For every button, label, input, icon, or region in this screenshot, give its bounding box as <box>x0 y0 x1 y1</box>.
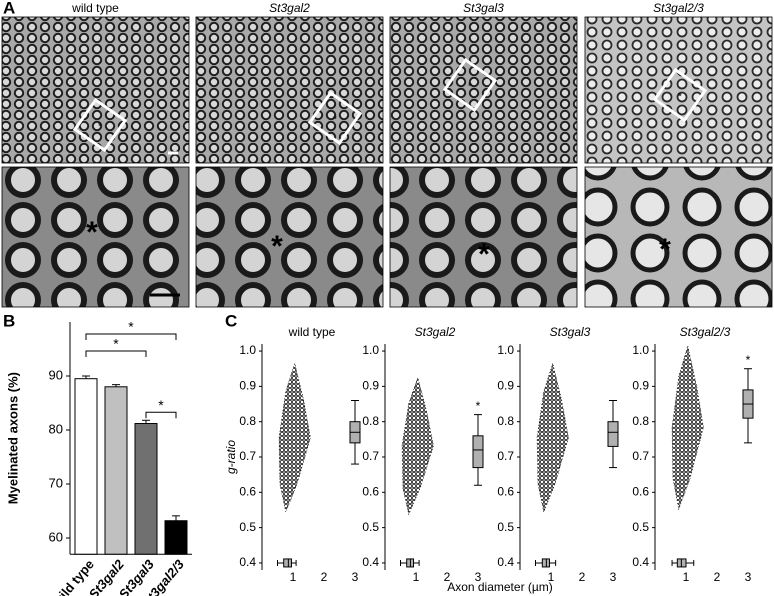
significance-label: * <box>746 353 751 367</box>
y-tick-label: 0.4 <box>497 555 514 569</box>
micrograph <box>389 16 578 164</box>
y-tick-label: 0.4 <box>362 555 379 569</box>
box <box>472 435 484 469</box>
x-tick-label: 3 <box>475 570 482 584</box>
y-tick-label: 1.0 <box>239 343 256 357</box>
y-axis-label: g-ratio <box>224 440 238 474</box>
column-title: St3gal2/3 <box>653 1 704 15</box>
significance-label: * <box>476 399 481 413</box>
y-tick-label: 0.8 <box>239 414 256 428</box>
y-tick-label: 0.7 <box>362 449 379 463</box>
y-tick-label: 0.9 <box>497 379 514 393</box>
y-tick-label: 0.9 <box>362 379 379 393</box>
y-tick-label: 0.6 <box>632 484 649 498</box>
y-tick-label: 0.8 <box>362 414 379 428</box>
y-tick-label: 1.0 <box>497 343 514 357</box>
y-tick-label: 0.6 <box>239 484 256 498</box>
x-tick-label: 3 <box>352 570 359 584</box>
marker: * <box>659 233 671 266</box>
y-tick-label: 70 <box>49 475 63 490</box>
point-cloud <box>536 362 569 514</box>
micrograph <box>389 166 578 308</box>
box <box>607 421 619 447</box>
bar <box>74 378 98 555</box>
bar <box>164 520 188 555</box>
y-tick-label: 0.5 <box>632 520 649 534</box>
micrograph <box>584 166 773 308</box>
y-tick-label: 0.7 <box>632 449 649 463</box>
y-tick-label: 0.9 <box>632 379 649 393</box>
y-tick-label: 0.4 <box>632 555 649 569</box>
point-cloud <box>671 345 704 511</box>
x-tick-label: 2 <box>579 570 586 584</box>
y-tick-label: 90 <box>49 367 63 382</box>
inset-box <box>307 90 363 146</box>
y-tick-label: 1.0 <box>362 343 379 357</box>
x-tick-label: 3 <box>745 570 752 584</box>
marker: * <box>98 122 102 133</box>
y-tick-label: 0.6 <box>497 484 514 498</box>
x-tick-label: 1 <box>290 570 297 584</box>
marker: * <box>271 230 283 263</box>
x-tick-label: 1 <box>413 570 420 584</box>
point-cloud <box>401 376 434 516</box>
box <box>283 558 292 568</box>
panel-title: St3gal2 <box>415 325 456 339</box>
inset-box <box>652 67 708 123</box>
bar <box>104 386 128 555</box>
y-axis-label: Myelinated axons (%) <box>5 372 20 504</box>
significance-label: * <box>128 319 134 335</box>
x-tick-label: 2 <box>321 570 328 584</box>
panel-title: St3gal2/3 <box>680 325 731 339</box>
significance-label: * <box>158 397 164 413</box>
x-tick-label: 1 <box>683 570 690 584</box>
column-title: St3gal3 <box>463 1 504 15</box>
y-tick-label: 0.7 <box>497 449 514 463</box>
y-tick-label: 0.5 <box>239 520 256 534</box>
column-title: St3gal2 <box>269 1 310 15</box>
micrograph <box>195 166 384 308</box>
y-tick-label: 0.4 <box>239 555 256 569</box>
panel-label: A <box>3 0 15 17</box>
y-tick-label: 1.0 <box>632 343 649 357</box>
y-tick-label: 0.8 <box>632 414 649 428</box>
marker: * <box>86 216 98 249</box>
significance-bracket <box>145 411 177 419</box>
y-tick-label: 0.8 <box>497 414 514 428</box>
y-tick-label: 80 <box>49 421 63 436</box>
marker: * <box>468 82 472 93</box>
micrograph <box>1 16 190 164</box>
y-tick-label: 60 <box>49 529 63 544</box>
x-tick-label: 2 <box>714 570 721 584</box>
marker: * <box>333 115 337 126</box>
point-cloud <box>278 362 311 514</box>
x-tick-label: 1 <box>548 570 555 584</box>
inset-box <box>72 97 128 153</box>
significance-bracket <box>85 350 147 357</box>
y-tick-label: 0.5 <box>497 520 514 534</box>
y-tick-label: 0.7 <box>239 449 256 463</box>
bar <box>134 423 158 555</box>
x-axis-label: Axon diameter (µm) <box>447 580 553 594</box>
panel-title: St3gal3 <box>550 325 591 339</box>
x-tick-label: 2 <box>444 570 451 584</box>
marker: * <box>678 92 682 103</box>
micrograph <box>195 16 384 164</box>
y-tick-label: 0.9 <box>239 379 256 393</box>
marker: * <box>478 238 490 271</box>
micrograph <box>1 166 190 308</box>
panel-label: B <box>3 311 15 330</box>
significance-label: * <box>113 336 119 352</box>
y-tick-label: 0.6 <box>362 484 379 498</box>
panel-title: wild type <box>288 325 336 339</box>
inset-box <box>442 57 498 113</box>
panel-label: C <box>225 311 237 330</box>
x-tick-label: 3 <box>610 570 617 584</box>
significance-bracket <box>85 333 177 340</box>
column-title: wild type <box>71 1 119 15</box>
micrograph <box>584 16 773 164</box>
y-tick-label: 0.5 <box>362 520 379 534</box>
